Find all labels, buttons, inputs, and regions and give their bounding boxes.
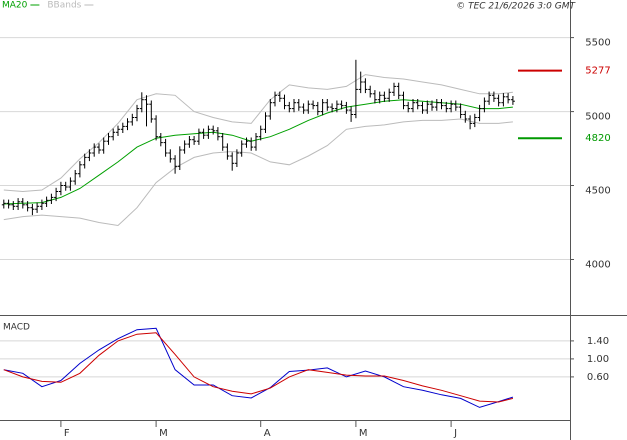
band-lower: [3, 118, 513, 227]
credit: © TEC 21/6/2026 3:0 GMT: [456, 2, 576, 12]
panel-title: MACD: [3, 323, 30, 333]
y-tick-label: 4500: [585, 186, 610, 197]
macd-line: [3, 332, 514, 403]
legend-label: BBands: [47, 1, 81, 11]
y-tick-label: 5500: [585, 38, 610, 49]
x-tick-label: J: [453, 428, 457, 439]
x-tick-label: A: [264, 428, 271, 439]
x-tick-label: M: [359, 428, 368, 439]
y-tick-label: 1.40: [587, 336, 609, 347]
y-tick-label: 4000: [585, 260, 610, 271]
y-tick-label: 0.60: [587, 372, 609, 383]
y-tick-label: 5000: [585, 112, 610, 123]
level-label: 5277: [585, 66, 610, 77]
macd-line: [3, 327, 514, 408]
y-tick-label: 1.00: [587, 354, 609, 365]
legend-label: MA20: [2, 1, 28, 11]
x-tick-label: M: [159, 428, 168, 439]
x-tick-label: F: [64, 428, 70, 439]
level-label: 4820: [585, 133, 610, 144]
